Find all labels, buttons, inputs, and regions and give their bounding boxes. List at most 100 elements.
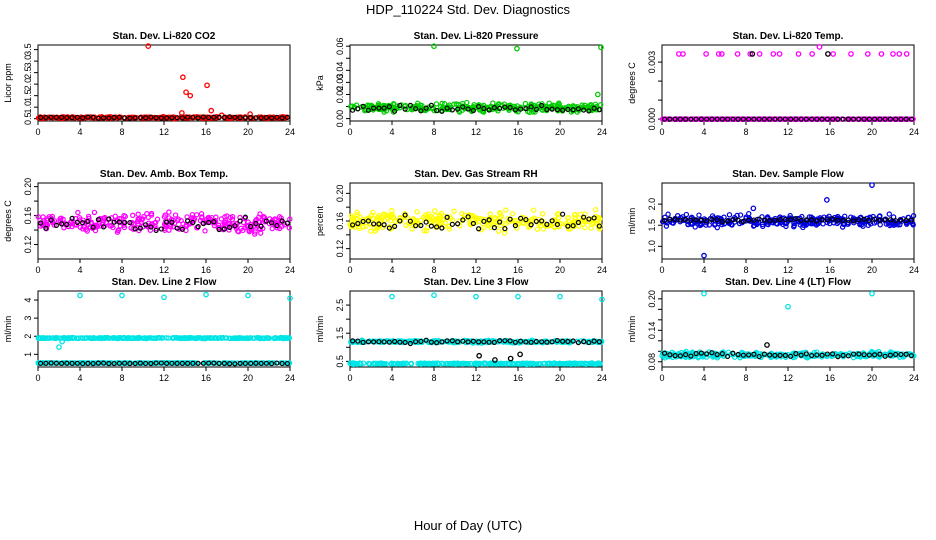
data-point [397,105,403,111]
hourly-point [381,105,387,111]
hourly-point [565,338,571,345]
hourly-point [221,114,227,121]
data-point [492,216,498,222]
hourly-point [148,360,154,367]
hourly-point [95,360,101,366]
data-point [260,214,267,220]
data-point [155,335,161,341]
data-point [41,335,47,341]
data-point [759,351,765,357]
data-point [135,211,141,217]
data-point [496,360,503,367]
outlier-point [823,197,830,203]
hourly-point [518,215,524,221]
data-point [354,209,360,216]
hourly-point [381,222,387,228]
hourly-point [85,218,91,225]
hourly-point [444,338,450,344]
data-point [565,214,571,221]
data-point [721,214,727,220]
hourly-point [908,116,914,122]
data-point [88,114,94,121]
hourly-point [158,115,164,121]
x-tick-label: 12 [471,265,481,275]
y-tick-label: 2.0 [647,198,657,211]
hourly-point [376,221,382,227]
x-tick-label: 8 [743,265,748,275]
hourly-point [497,105,503,111]
outlier-point [749,51,756,57]
points-layer [35,43,290,122]
hourly-point [279,360,285,367]
data-point [845,219,852,226]
data-point [52,335,59,342]
hourly-point [200,360,206,366]
data-point [197,335,203,341]
hourly-point [48,217,54,223]
points-layer [347,292,605,368]
hourly-point [111,219,117,225]
hourly-point [767,218,773,224]
y-tick-label: 1.0 [647,240,657,253]
hourly-point [258,223,264,229]
hourly-point [74,219,80,225]
hourly-point [709,216,715,223]
data-point [403,222,409,229]
hourly-point [502,338,508,344]
outlier-point [896,51,903,57]
data-point [121,212,127,219]
hourly-point [486,217,492,223]
data-point [363,106,369,113]
data-point [746,215,752,221]
x-tick-label: 20 [555,127,565,137]
panel-title: Stan. Dev. Gas Stream RH [414,169,537,180]
hourly-point [677,217,683,223]
hourly-point [476,226,482,232]
hourly-point [872,216,878,222]
hourly-point [772,116,778,122]
outlier-point [715,51,722,57]
hourly-point [428,223,434,229]
hourly-point [90,360,96,367]
hourly-point [481,339,487,345]
y-tick-label: 0.08 [647,353,657,371]
hourly-point [908,217,914,223]
hourly-point [258,115,264,121]
hourly-point [730,350,736,356]
data-point [388,361,395,367]
x-tick-label: 4 [389,373,394,383]
y-tick-label: 2 [23,334,33,339]
hourly-point [397,218,403,224]
x-tick-label: 16 [201,373,211,383]
data-point [660,350,666,356]
data-point [446,226,453,232]
hourly-point [497,338,503,344]
data-point [590,220,596,226]
hourly-point [565,223,571,229]
data-point [261,360,267,366]
data-point [278,335,284,341]
data-point [496,210,503,216]
hourly-point [866,352,872,358]
hourly-point [407,218,413,224]
data-point [97,335,103,341]
x-tick-label: 20 [867,265,877,275]
hourly-point [798,217,804,223]
hourly-point [856,116,862,122]
hourly-point [185,360,191,366]
hourly-point [845,116,851,122]
hourly-point [355,220,361,227]
y-tick-label: 4 [23,298,33,303]
data-point [56,360,62,366]
hourly-point [164,360,170,366]
points-layer [659,290,917,361]
hourly-point [903,351,909,357]
hourly-point [877,217,883,223]
hourly-point [174,225,180,231]
hourly-point [216,360,222,367]
data-point [173,335,179,341]
hourly-point [772,217,778,223]
points-layer [660,182,917,259]
data-point [534,226,541,232]
data-point [224,360,231,366]
